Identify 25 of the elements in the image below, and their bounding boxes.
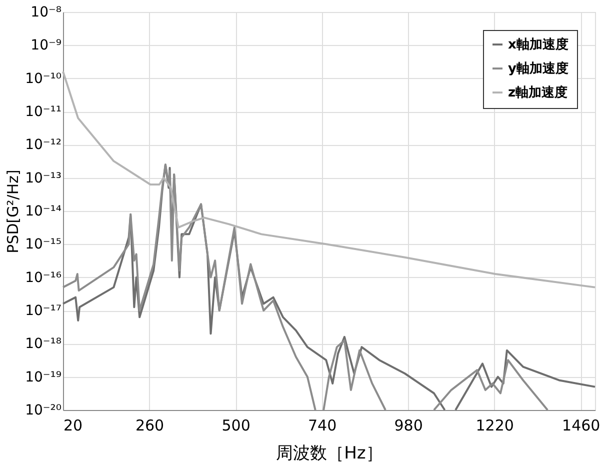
legend-label: z軸加速度 (508, 84, 568, 100)
y-tick-label: 10⁻⁹ (30, 38, 62, 54)
y-tick-label: 10⁻⁸ (30, 4, 62, 20)
x-tick-label: 500 (222, 416, 250, 434)
y-tick-label: 10⁻¹² (25, 137, 62, 154)
y-tick-label: 10⁻¹³ (25, 170, 62, 186)
x-tick-label: 980 (394, 416, 423, 434)
y-tick-label: 10⁻¹⁵ (25, 236, 62, 253)
legend-label: x軸加速度 (508, 36, 568, 52)
y-tick-label: 10⁻¹¹ (25, 104, 62, 120)
y-tick-label: 10⁻¹⁷ (25, 303, 62, 319)
x-tick-label: 20 (64, 416, 83, 434)
x-tick-label: 1220 (476, 416, 514, 434)
y-tick-label: 10⁻¹⁰ (25, 70, 62, 87)
x-tick-label: 1460 (562, 416, 600, 434)
legend-label: y軸加速度 (508, 60, 568, 76)
y-axis-title: PSD[G²/Hz] (4, 170, 22, 254)
y-tick-label: 10⁻¹⁹ (25, 369, 62, 386)
x-tick-label: 260 (135, 416, 164, 434)
y-tick-label: 10⁻¹⁴ (25, 204, 62, 220)
y-tick-label: 10⁻¹⁶ (25, 270, 62, 286)
x-axis-title: 周波数［Hz］ (276, 444, 383, 464)
x-tick-label: 740 (308, 416, 337, 434)
y-tick-label: 10⁻¹⁸ (25, 336, 62, 352)
y-tick-label: 10⁻²⁰ (25, 402, 62, 418)
